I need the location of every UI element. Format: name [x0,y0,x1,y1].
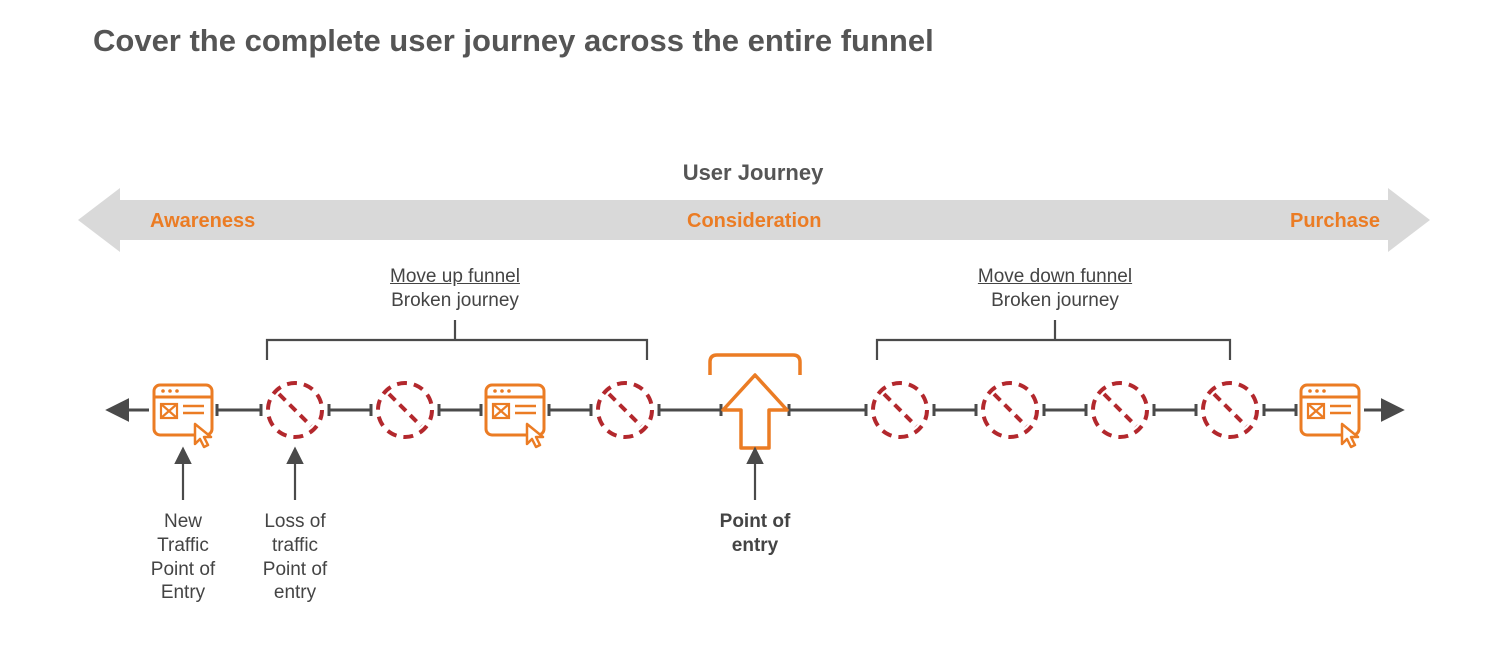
stage-label-consideration: Consideration [687,210,821,233]
funnel-move-subtitle: Broken journey [305,289,605,313]
funnel-move-label: Move down funnelBroken journey [905,265,1205,313]
funnel-move-title: Move down funnel [905,265,1205,289]
timeline-node-broken [983,383,1037,437]
timeline-node-broken [598,383,652,437]
callout-label: Point ofentry [685,510,825,558]
timeline-node-broken [1093,383,1147,437]
stage-label-purchase: Purchase [1290,210,1380,233]
stage-label-awareness: Awareness [150,210,255,233]
timeline-node-page [486,385,544,447]
funnel-bracket [267,320,647,360]
timeline-node-entry [710,355,800,448]
funnel-move-title: Move up funnel [305,265,605,289]
funnel-move-subtitle: Broken journey [905,289,1205,313]
callout-label: Loss oftrafficPoint ofentry [225,510,365,605]
diagram-canvas: { "title": "Cover the complete user jour… [0,0,1506,668]
funnel-bracket [877,320,1230,360]
timeline-node-broken [268,383,322,437]
timeline-node-broken [873,383,927,437]
timeline-node-page [1301,385,1359,447]
timeline-node-broken [378,383,432,437]
timeline-node-broken [1203,383,1257,437]
timeline-node-page [154,385,212,447]
funnel-move-label: Move up funnelBroken journey [305,265,605,313]
